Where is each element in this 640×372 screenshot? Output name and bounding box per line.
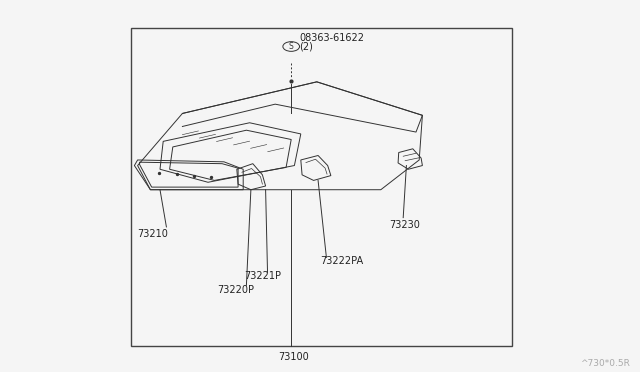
Text: ^730*0.5R: ^730*0.5R xyxy=(580,359,630,368)
Text: 73230: 73230 xyxy=(389,220,420,230)
Text: 73221P: 73221P xyxy=(244,271,282,281)
Text: 08363-61622: 08363-61622 xyxy=(300,33,365,43)
Bar xyxy=(131,28,512,346)
Text: S: S xyxy=(289,42,294,51)
Text: 73100: 73100 xyxy=(278,352,309,362)
Text: (2): (2) xyxy=(300,41,314,51)
Text: 73222PA: 73222PA xyxy=(320,256,363,266)
Text: 73210: 73210 xyxy=(138,230,168,239)
Text: 73220P: 73220P xyxy=(218,285,255,295)
